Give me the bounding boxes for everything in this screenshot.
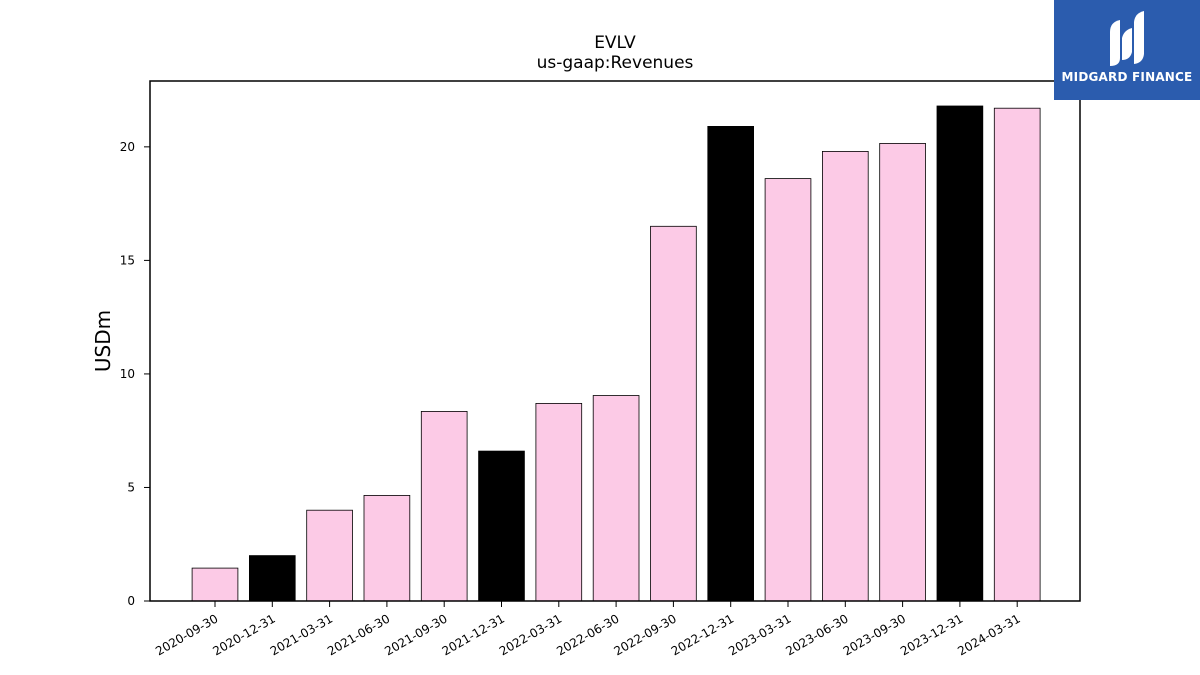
x-tick-label: 2023-12-31 [898, 611, 965, 658]
x-tick-label: 2023-03-31 [726, 611, 793, 658]
x-tick-label: 2021-09-30 [382, 611, 449, 658]
y-tick-label: 10 [120, 367, 135, 381]
chart-title: EVLV [594, 33, 636, 53]
bar-2023-09-30 [879, 142, 926, 602]
bar-2021-09-30 [420, 410, 468, 602]
x-tick-label: 2022-03-31 [497, 611, 564, 658]
bar-2020-12-31 [248, 555, 296, 602]
bar-2022-09-30 [650, 225, 697, 602]
bar-2020-09-30 [191, 567, 239, 602]
bar-2021-06-30 [363, 494, 411, 602]
x-tick-label: 2020-09-30 [153, 611, 220, 658]
x-tick-label: 2021-12-31 [440, 611, 507, 658]
x-tick-label: 2024-03-31 [955, 611, 1022, 658]
x-tick-label: 2020-12-31 [210, 611, 277, 658]
midgard-finance-logo-icon [1110, 11, 1144, 66]
plot-frame [149, 80, 1081, 602]
bar-2021-03-31 [306, 509, 353, 602]
x-tick-label: 2023-06-30 [783, 611, 850, 658]
bars-group [191, 105, 1041, 602]
bar-2022-06-30 [592, 395, 640, 602]
bar-2023-12-31 [936, 105, 984, 602]
x-tick-label: 2022-12-31 [669, 611, 736, 658]
x-tick-label: 2021-03-31 [268, 611, 335, 658]
midgard-finance-logo: MIDGARD FINANCE [1054, 0, 1200, 100]
bar-2023-03-31 [764, 178, 812, 602]
y-tick-label: 15 [120, 253, 135, 267]
y-tick-label: 5 [127, 480, 135, 494]
bar-2024-03-31 [993, 107, 1041, 602]
x-tick-label: 2022-06-30 [554, 611, 621, 658]
logo-text: MIDGARD FINANCE [1061, 70, 1193, 84]
x-tick-label: 2022-09-30 [611, 611, 678, 658]
x-tick-label: 2021-06-30 [325, 611, 392, 658]
chart-subtitle: us-gaap:Revenues [537, 53, 694, 73]
x-axis-ticks: 2020-09-302020-12-312021-03-312021-06-30… [153, 601, 1023, 658]
y-axis-label: USDm [91, 310, 115, 372]
bar-2023-06-30 [822, 150, 869, 602]
y-tick-label: 20 [120, 140, 135, 154]
bar-2022-03-31 [535, 402, 583, 602]
bar-2022-12-31 [707, 126, 754, 602]
y-axis-ticks: 0 5 10 15 20 [120, 140, 150, 608]
bar-2021-12-31 [478, 450, 525, 602]
y-tick-label: 0 [127, 594, 135, 608]
x-tick-label: 2023-09-30 [841, 611, 908, 658]
